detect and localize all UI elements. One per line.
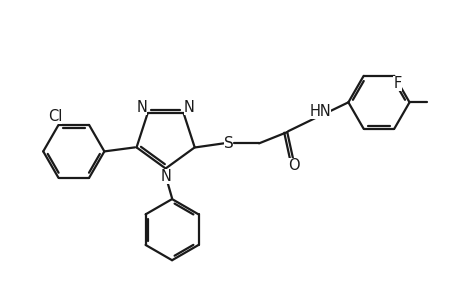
Text: S: S bbox=[223, 136, 233, 151]
Text: O: O bbox=[287, 158, 299, 172]
Text: N: N bbox=[136, 100, 147, 115]
Text: Cl: Cl bbox=[48, 110, 62, 124]
Text: HN: HN bbox=[309, 104, 330, 119]
Text: N: N bbox=[184, 100, 194, 115]
Text: N: N bbox=[160, 169, 171, 184]
Text: F: F bbox=[392, 76, 401, 92]
